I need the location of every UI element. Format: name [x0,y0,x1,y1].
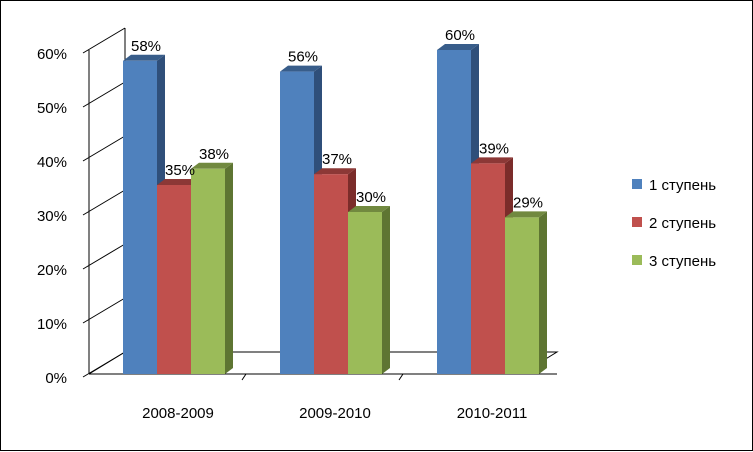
data-label: 56% [288,49,318,66]
bar-front [280,71,314,374]
x-tick-mark [241,373,247,381]
bar-front [437,50,471,374]
bar-top [123,54,165,61]
x-axis: 2008-2009 2009-2010 2010-2011 [142,373,528,422]
data-label: 38% [199,146,229,163]
bar-front [505,217,539,374]
legend: 1 ступень 2 ступень 3 ступень [632,177,716,270]
bar-top [314,168,356,175]
x-tick-label: 2008-2009 [142,405,214,422]
bar [191,162,233,374]
x-tick-mark [398,373,404,381]
bar-front [471,163,505,374]
bar-top [437,44,479,50]
y-tick-mark [82,27,126,54]
y-tick-mark [82,351,126,378]
y-tick-mark [82,189,126,216]
bar-front [157,185,191,374]
data-label: 39% [479,140,509,157]
bar-side [225,162,233,374]
y-tick-label: 30% [37,208,67,225]
bar-front [123,60,157,375]
bar-top [191,162,233,169]
bar-front [314,174,348,374]
legend-swatch [632,179,642,189]
y-tick-label: 0% [45,370,67,387]
y-tick-label: 60% [37,46,67,63]
data-label: 37% [322,151,352,168]
data-label: 60% [445,27,475,44]
bar-front [348,212,382,374]
y-tick-label: 50% [37,100,67,117]
data-label: 29% [513,194,543,211]
x-tick-label: 2010-2011 [457,405,528,422]
y-tick-label: 10% [37,316,67,333]
bar-series-group [123,44,547,375]
legend-swatch [632,217,642,227]
y-tick-label: 40% [37,154,67,171]
legend-swatch [632,255,642,265]
y-tick-mark [82,81,126,108]
legend-label: 3 ступень [649,253,716,270]
bar-side [539,211,547,374]
y-axis: 0% 10% 20% 30% 40% 50% 60% [37,27,126,387]
data-labels: 58% 35%38% 56% 37% 30% 60% 39% 29% [131,27,543,211]
bar-front [191,168,225,374]
data-label: 30% [356,189,386,206]
legend-label: 1 ступень [649,177,716,194]
y-tick-mark [82,243,126,270]
bar-top [471,157,513,164]
bar-top [348,206,390,212]
bar-top [157,179,199,185]
bar [348,206,390,374]
y-tick-label: 20% [37,262,67,279]
y-tick-mark [82,297,126,324]
bar-top [505,211,547,218]
legend-label: 2 ступень [649,215,716,232]
data-label: 58% [131,38,161,55]
y-tick-mark [82,135,126,162]
x-tick-label: 2009-2010 [299,405,371,422]
bar-top [280,65,322,72]
bar-side [382,206,390,374]
data-label: 35% [165,162,195,179]
bar [505,211,547,374]
